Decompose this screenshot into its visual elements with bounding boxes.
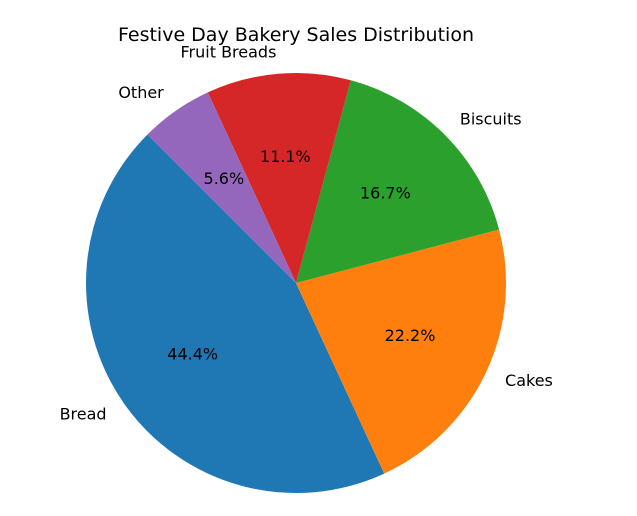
pie-slice-bread: [86, 134, 385, 493]
pie-slice-cakes: [296, 229, 506, 474]
slice-label-other: Other: [118, 83, 164, 102]
slice-percent-cakes: 22.2%: [385, 326, 436, 345]
slice-percent-fruit-breads: 11.1%: [260, 147, 311, 166]
pie-slices: [86, 72, 506, 493]
pie-slice-other: [147, 92, 296, 284]
slice-label-biscuits: Biscuits: [460, 110, 522, 129]
pie-slice-biscuits: [296, 80, 500, 284]
slice-label-fruit-breads: Fruit Breads: [181, 42, 277, 61]
slice-label-bread: Bread: [60, 405, 107, 424]
pie-slice-fruit-breads: [207, 72, 351, 284]
slice-percent-bread: 44.4%: [167, 345, 218, 364]
chart-title: Festive Day Bakery Sales Distribution: [118, 24, 474, 46]
slice-percent-biscuits: 16.7%: [360, 184, 411, 203]
slice-label-cakes: Cakes: [505, 371, 553, 390]
slice-percent-other: 5.6%: [204, 169, 245, 188]
pie-labels: Bread 44.4% Cakes 22.2% Biscuits 16.7% Fruit B…: [60, 42, 553, 423]
